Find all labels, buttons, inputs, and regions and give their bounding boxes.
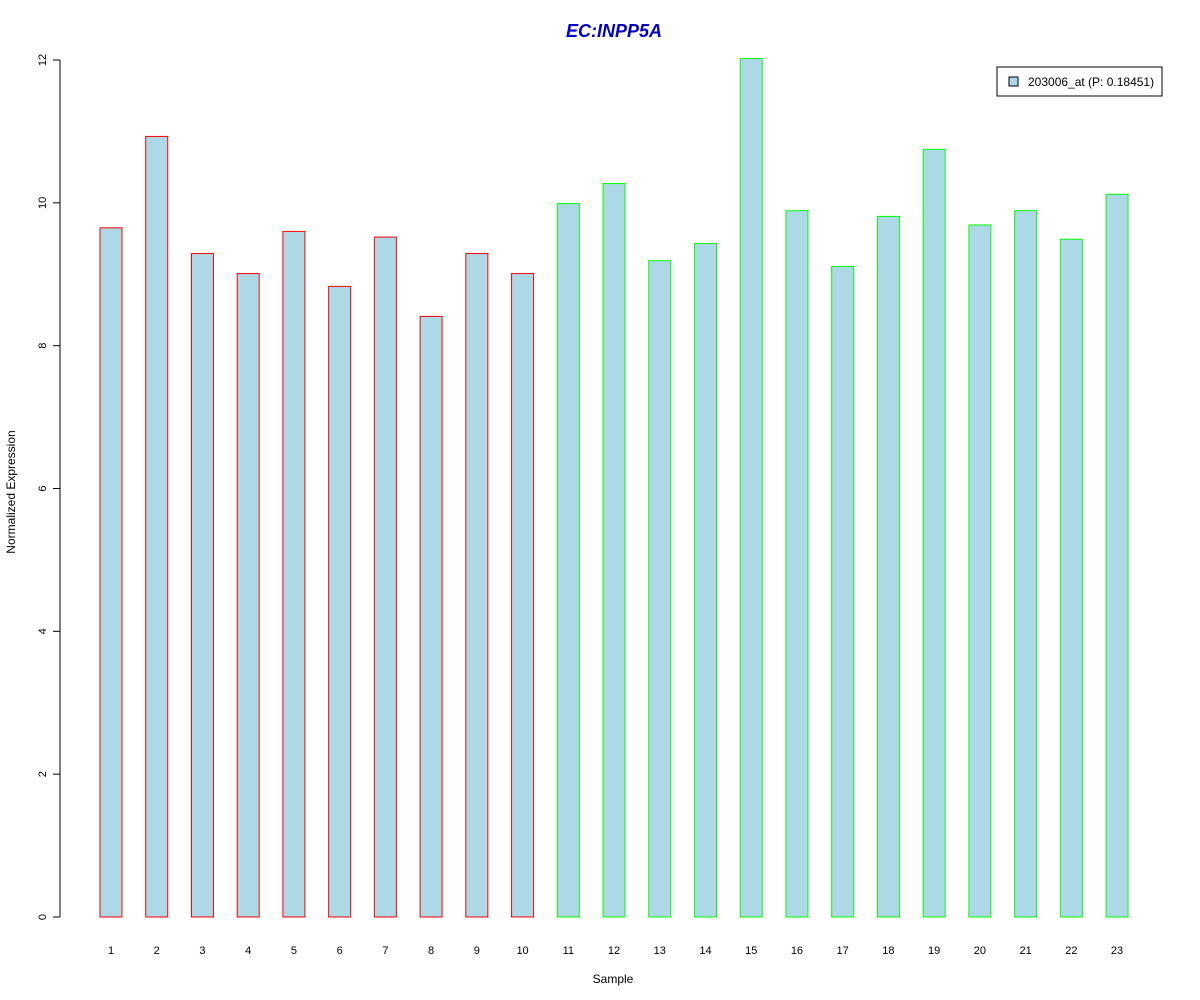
bar-sample-22 [1059,238,1083,918]
bar-sample-14 [693,243,717,918]
y-axis-label: Normalized Expression [4,430,18,553]
bar-sample-10 [511,273,535,918]
x-tick-label: 19 [928,945,940,957]
x-tick-label: 7 [382,945,388,957]
bar-sample-21 [1014,210,1038,918]
bar-sample-17 [831,265,855,918]
bar-sample-13 [648,260,672,918]
legend-swatch [1008,76,1019,87]
x-tick-label: 14 [699,945,711,957]
bar-sample-9 [465,253,489,918]
x-tick-label: 1 [108,945,114,957]
x-tick-label: 21 [1019,945,1031,957]
bar-sample-1 [99,227,123,918]
x-tick-label: 5 [291,945,297,957]
x-tick-label: 15 [745,945,757,957]
x-tick-label: 13 [654,945,666,957]
y-axis: 0 2 4 6 8 10 12 [37,54,61,920]
y-tick-label: 8 [37,343,49,349]
x-tick-label: 8 [428,945,434,957]
bar-sample-11 [556,203,580,918]
x-tick-label: 16 [791,945,803,957]
y-tick-label: 6 [37,485,49,491]
x-tick-label: 10 [516,945,528,957]
x-tick-label: 18 [882,945,894,957]
bar-sample-2 [145,135,169,918]
x-axis-label: Sample [593,972,634,986]
y-tick-label: 2 [37,771,49,777]
x-tick-label: 23 [1111,945,1123,957]
bar-sample-6 [328,285,352,918]
x-tick-label: 22 [1065,945,1077,957]
bar-sample-3 [190,253,214,918]
x-tick-label: 12 [608,945,620,957]
legend-box [996,66,1163,97]
x-tick-label: 6 [337,945,343,957]
bar-sample-8 [419,315,443,918]
bar-sample-12 [602,183,626,918]
y-tick-label: 0 [37,914,49,920]
x-tick-label: 9 [474,945,480,957]
x-tick-label: 2 [154,945,160,957]
chart-title: EC:INPP5A [566,21,662,41]
x-tick-label: 3 [199,945,205,957]
x-tick-label: 20 [974,945,986,957]
y-tick-label: 4 [37,628,49,634]
bars-group [99,58,1129,918]
bar-sample-4 [236,273,260,918]
bar-sample-7 [373,236,397,918]
x-tick-label: 11 [563,945,574,957]
legend-label: 203006_at (P: 0.18451) [1028,75,1154,89]
bar-sample-19 [922,148,946,918]
legend: 203006_at (P: 0.18451) [996,66,1163,97]
bar-sample-15 [739,58,763,918]
bar-sample-20 [968,224,992,918]
bar-sample-16 [785,210,809,918]
y-tick-label: 10 [37,197,49,209]
x-tick-labels: 1 2 3 4 5 6 7 8 9 10 11 12 13 14 15 16 17 18 19 20 21 22 23 [108,945,1123,957]
x-tick-label: 17 [837,945,849,957]
x-tick-label: 4 [245,945,251,957]
bar-sample-5 [282,230,306,918]
bar-sample-18 [876,215,900,918]
y-tick-label: 12 [37,54,49,66]
bar-sample-23 [1105,193,1129,918]
